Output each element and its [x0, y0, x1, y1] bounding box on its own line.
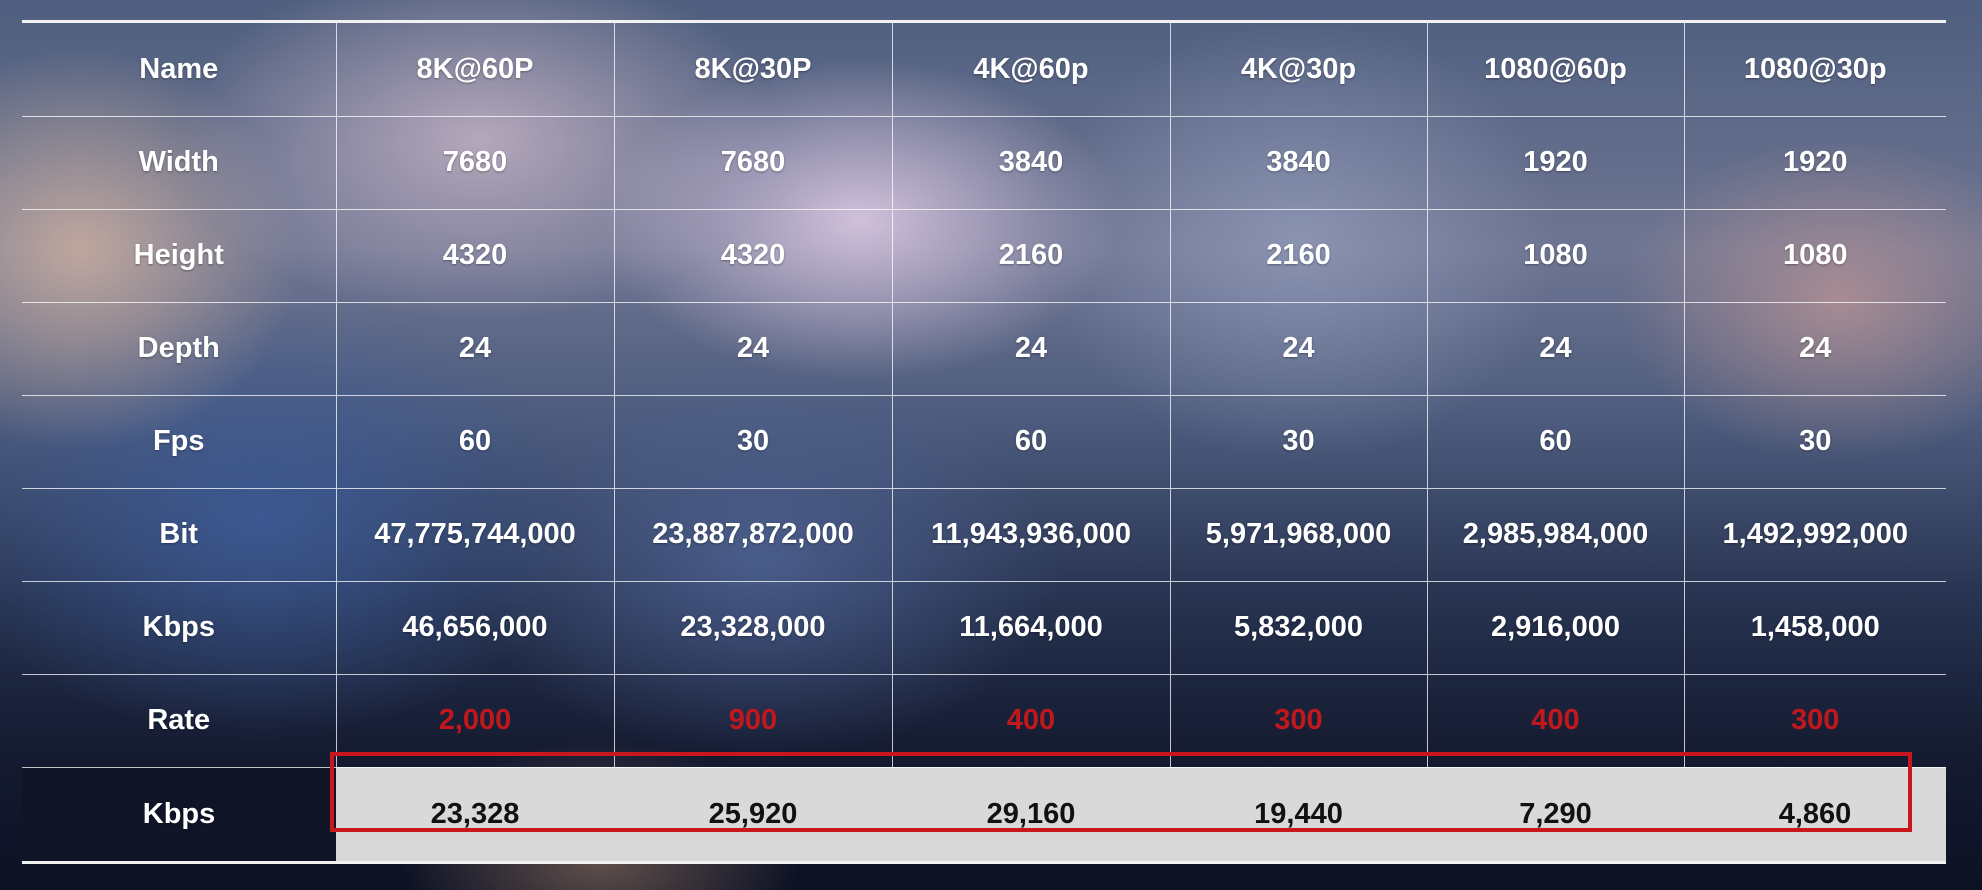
table-cell: 7680	[335, 115, 614, 209]
table-cell: 1,458,000	[1683, 580, 1946, 674]
table-cell: 30	[1169, 394, 1427, 488]
result-cell: 23,328	[336, 766, 614, 861]
table-cell: 60	[891, 394, 1170, 488]
table-cell: 1080	[1426, 208, 1684, 302]
header-cell: 1080@30p	[1683, 23, 1946, 116]
row-bit: Bit 47,775,744,000 23,887,872,000 11,943…	[22, 487, 1946, 581]
table-cell: 1,492,992,000	[1683, 487, 1946, 581]
header-cell: 1080@60p	[1426, 23, 1684, 116]
row-label-width: Width	[22, 115, 336, 209]
table-cell: 2,985,984,000	[1426, 487, 1684, 581]
row-label-rate: Rate	[22, 673, 336, 767]
table-cell: 11,664,000	[891, 580, 1170, 674]
result-cell: 29,160	[892, 766, 1170, 861]
header-cell: 4K@30p	[1169, 23, 1427, 116]
top-rule	[22, 20, 1946, 23]
video-bitrate-table: Name 8K@60P 8K@30P 4K@60p 4K@30p 1080@60…	[22, 23, 1946, 861]
table-cell: 60	[1426, 394, 1684, 488]
table-cell: 24	[1169, 301, 1427, 395]
row-label-kbps: Kbps	[22, 580, 336, 674]
spec-table-frame: Name 8K@60P 8K@30P 4K@60p 4K@30p 1080@60…	[22, 20, 1946, 864]
row-fps: Fps 60 30 60 30 60 30	[22, 394, 1946, 488]
rate-cell: 300	[1683, 673, 1946, 767]
row-label-bit: Bit	[22, 487, 336, 581]
table-cell: 1920	[1426, 115, 1684, 209]
rate-cell: 300	[1169, 673, 1427, 767]
header-cell: 4K@60p	[891, 23, 1170, 116]
table-cell: 30	[613, 394, 892, 488]
result-cell: 4,860	[1684, 766, 1946, 861]
table-cell: 24	[1426, 301, 1684, 395]
table-cell: 23,328,000	[613, 580, 892, 674]
row-rate: Rate 2,000 900 400 300 400 300	[22, 673, 1946, 767]
table-cell: 24	[1683, 301, 1946, 395]
table-cell: 2,916,000	[1426, 580, 1684, 674]
result-cell: 25,920	[614, 766, 892, 861]
table-cell: 30	[1683, 394, 1946, 488]
result-cell: 7,290	[1427, 766, 1684, 861]
row-depth: Depth 24 24 24 24 24 24	[22, 301, 1946, 395]
row-width: Width 7680 7680 3840 3840 1920 1920	[22, 115, 1946, 209]
table-cell: 46,656,000	[335, 580, 614, 674]
bottom-rule	[22, 861, 1946, 864]
rate-cell: 2,000	[335, 673, 614, 767]
table-cell: 7680	[613, 115, 892, 209]
row-kbps: Kbps 46,656,000 23,328,000 11,664,000 5,…	[22, 580, 1946, 674]
row-label-fps: Fps	[22, 394, 336, 488]
table-cell: 1080	[1683, 208, 1946, 302]
row-kbps-result: Kbps 23,328 25,920 29,160 19,440 7,290 4…	[22, 766, 1946, 861]
table-cell: 60	[335, 394, 614, 488]
row-label-depth: Depth	[22, 301, 336, 395]
table-cell: 2160	[891, 208, 1170, 302]
table-cell: 5,832,000	[1169, 580, 1427, 674]
table-cell: 1920	[1683, 115, 1946, 209]
row-label-height: Height	[22, 208, 336, 302]
table-cell: 2160	[1169, 208, 1427, 302]
table-cell: 3840	[1169, 115, 1427, 209]
table-cell: 3840	[891, 115, 1170, 209]
rate-cell: 400	[891, 673, 1170, 767]
table-cell: 24	[891, 301, 1170, 395]
result-cell: 19,440	[1170, 766, 1427, 861]
row-height: Height 4320 4320 2160 2160 1080 1080	[22, 208, 1946, 302]
row-label-kbps-result: Kbps	[22, 766, 336, 861]
table-cell: 47,775,744,000	[335, 487, 614, 581]
rate-cell: 400	[1426, 673, 1684, 767]
table-cell: 4320	[613, 208, 892, 302]
table-cell: 4320	[335, 208, 614, 302]
table-cell: 11,943,936,000	[891, 487, 1170, 581]
table-cell: 23,887,872,000	[613, 487, 892, 581]
row-name: Name 8K@60P 8K@30P 4K@60p 4K@30p 1080@60…	[22, 23, 1946, 116]
rate-cell: 900	[613, 673, 892, 767]
header-cell: 8K@30P	[613, 23, 892, 116]
row-label-name: Name	[139, 52, 219, 85]
table-cell: 5,971,968,000	[1169, 487, 1427, 581]
table-cell: 24	[335, 301, 614, 395]
table-cell: 24	[613, 301, 892, 395]
header-cell: 8K@60P	[335, 23, 614, 116]
